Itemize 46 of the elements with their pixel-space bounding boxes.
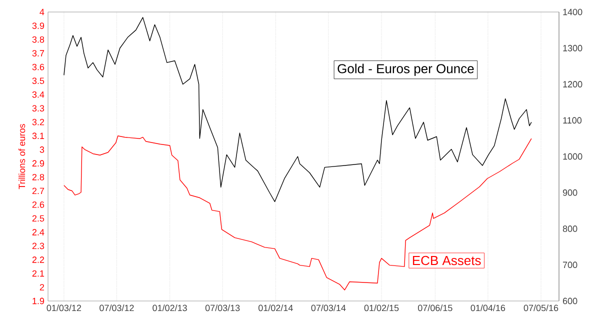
y2-tick-label: 1400 <box>563 8 582 16</box>
y2-tick-label: 1200 <box>563 81 582 88</box>
x-tick-label: 07/03/13 <box>205 304 240 312</box>
x-tick-label: 01/02/13 <box>152 304 187 312</box>
y2-tick-label: 700 <box>562 262 578 268</box>
y2-tick-label: 1300 <box>563 44 582 52</box>
y-tick-label: 2.8 <box>32 174 44 180</box>
x-tick-label: 07/06/15 <box>418 304 452 312</box>
y-tick-label: 2.7 <box>32 188 44 194</box>
y-tick-label: 3.8 <box>32 36 44 43</box>
y-tick-label: 3.4 <box>32 91 44 98</box>
x-tick-label: 01/02/14 <box>258 304 293 312</box>
y-tick-label: 2.6 <box>32 201 44 208</box>
x-tick-label: 01/04/16 <box>470 304 506 312</box>
text: Gold - Euros per Ounce <box>338 64 474 76</box>
x-tick-label: 01/02/15 <box>364 304 399 312</box>
y-tick-label: 4 <box>40 8 44 16</box>
y-tick-label: 3.7 <box>32 50 44 56</box>
line-series <box>64 136 532 290</box>
x-tick-label: 07/03/14 <box>311 304 346 312</box>
line-series <box>64 17 532 202</box>
y-tick-label: 3 <box>40 146 44 153</box>
y-tick-label: 2.1 <box>32 270 44 277</box>
y2-tick-label: 1100 <box>563 117 582 124</box>
y-axis-title: Trillions of euros <box>18 124 26 190</box>
y-tick-label: 3.2 <box>32 118 44 126</box>
x-tick-label: 07/05/16 <box>524 304 558 312</box>
y-tick-label: 3.1 <box>32 132 44 140</box>
y-tick-label: 3.9 <box>32 22 44 29</box>
y2-tick-label: 800 <box>562 226 578 232</box>
y2-tick-label: 900 <box>562 189 578 196</box>
y-tick-label: 3.3 <box>32 105 44 112</box>
y2-tick-label: 1000 <box>563 153 582 160</box>
x-tick-label: 01/03/12 <box>46 304 82 312</box>
y-tick-label: 3.6 <box>32 64 44 70</box>
y-tick-label: 2.3 <box>32 242 44 250</box>
y-tick-label: 3.5 <box>32 78 44 84</box>
y-tick-label: 2.5 <box>32 215 44 222</box>
y-tick-label: 2.2 <box>32 256 44 263</box>
y-tick-label: 1.9 <box>32 298 44 304</box>
x-tick-label: 07/03/12 <box>100 304 134 312</box>
y-tick-label: 2.4 <box>32 229 44 236</box>
series-label: ECB Assets <box>412 256 481 266</box>
y-tick-label: 2.9 <box>32 160 44 167</box>
y-tick-label: 2 <box>40 284 44 290</box>
y2-tick-label: 600 <box>562 298 578 304</box>
